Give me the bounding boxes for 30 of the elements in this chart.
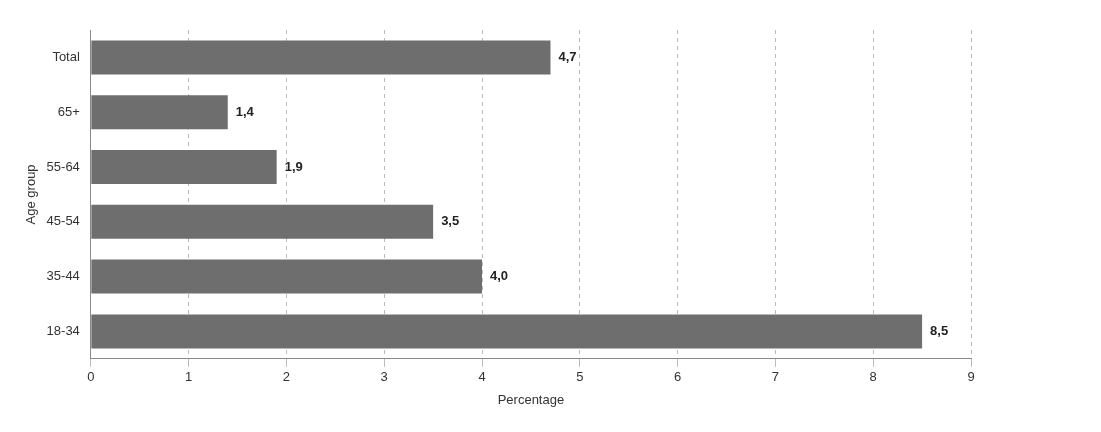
x-tick-label: 8 <box>869 369 877 385</box>
x-tick-label: 0 <box>87 369 95 385</box>
data-label: 1,9 <box>284 158 303 174</box>
x-tick-label: 3 <box>380 369 388 385</box>
x-tick-label: 4 <box>478 369 486 385</box>
y-tick-label: 65+ <box>57 103 80 119</box>
x-axis-title: Percentage <box>497 391 565 407</box>
data-label: 4,7 <box>558 48 577 64</box>
data-label: 8,5 <box>930 322 949 338</box>
x-tick-label: 2 <box>282 369 291 385</box>
bar <box>91 40 551 75</box>
data-label: 3,5 <box>441 213 460 229</box>
y-tick-label: Total <box>52 48 80 64</box>
x-tick-label: 6 <box>674 369 682 385</box>
bar <box>91 95 228 130</box>
x-tick-label: 9 <box>967 369 975 385</box>
y-tick-label: 35-44 <box>46 268 80 284</box>
y-tick-label: 55-64 <box>46 158 80 174</box>
x-tick-label: 1 <box>185 369 193 385</box>
x-tick-label: 5 <box>576 369 584 385</box>
bar <box>91 314 923 349</box>
y-tick-label: 18-34 <box>46 322 80 338</box>
bar <box>91 204 434 239</box>
data-label: 1,4 <box>235 103 255 119</box>
bar <box>91 150 277 184</box>
y-tick-label: 45-54 <box>46 213 80 229</box>
bar <box>91 259 483 294</box>
x-tick-label: 7 <box>771 369 780 385</box>
data-label: 4,0 <box>490 268 509 284</box>
y-axis-title: Age group <box>23 164 39 225</box>
